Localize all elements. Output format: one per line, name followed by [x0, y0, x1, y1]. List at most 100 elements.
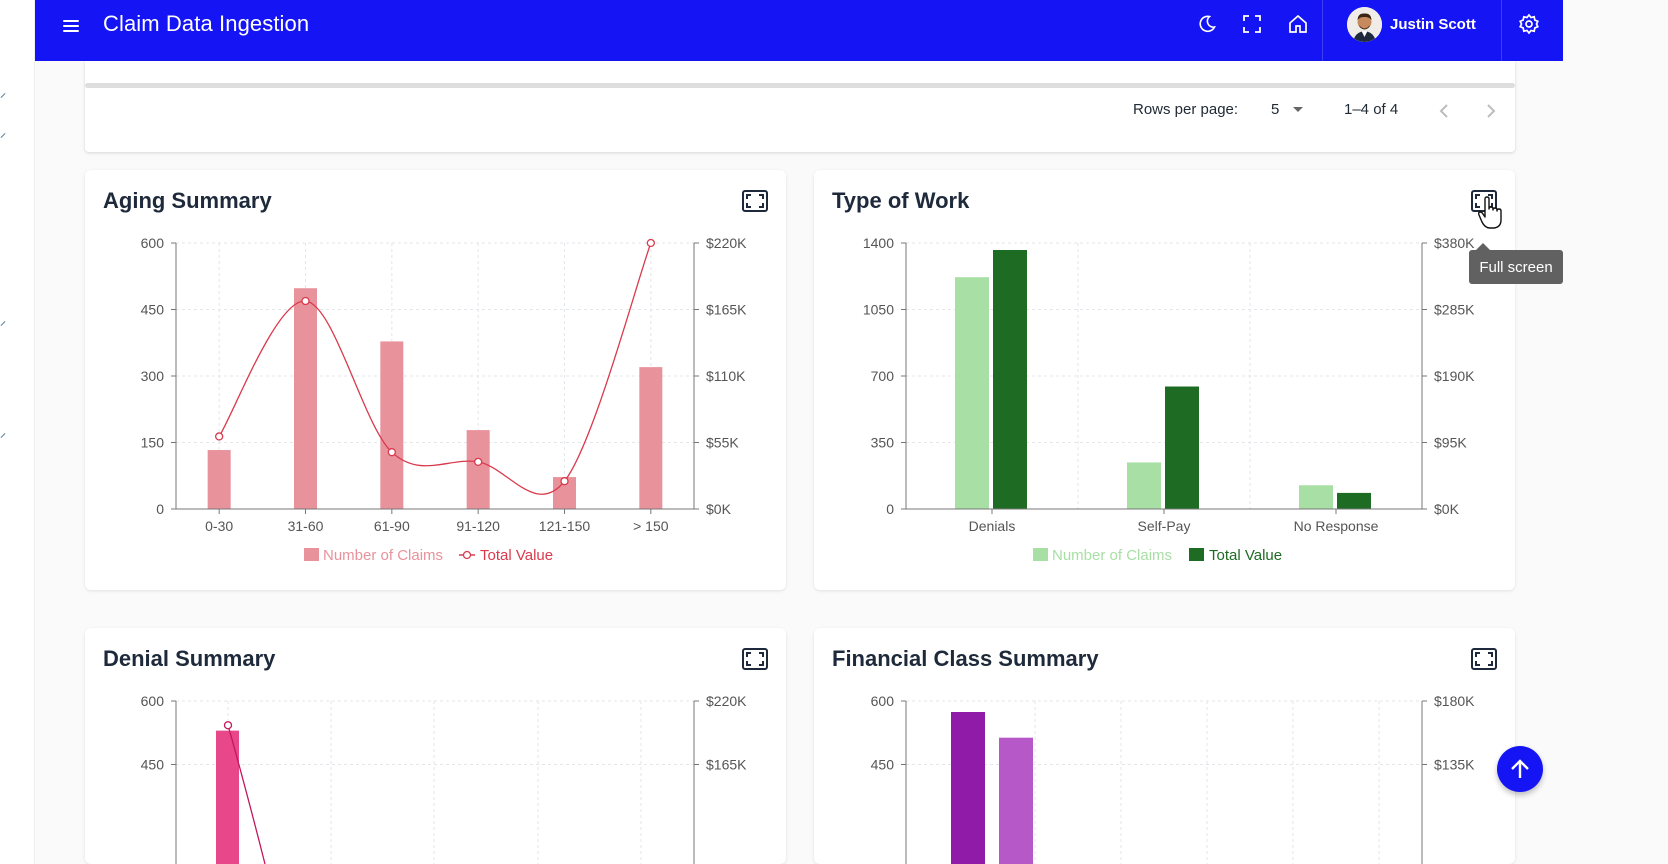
- type-of-work-title: Type of Work: [832, 188, 970, 213]
- x-axis-tick-label: 91-120: [456, 518, 500, 534]
- bar-number-of-claims: [639, 367, 663, 509]
- horizontal-scrollbar[interactable]: [85, 83, 1515, 88]
- bar-total-value: [993, 250, 1027, 509]
- full-screen-tooltip: Full screen: [1469, 250, 1563, 284]
- bar-total-value: [1337, 492, 1371, 509]
- y2-axis-tick-label: $135K: [1434, 757, 1475, 773]
- y2-axis-tick-label: $180K: [1434, 693, 1475, 709]
- y-axis-tick-label: 0: [886, 501, 894, 517]
- point-total-value: [646, 238, 655, 248]
- y2-axis-tick-label: $0K: [1434, 501, 1460, 517]
- y-axis-tick-label: 0: [156, 501, 164, 517]
- y-axis-tick-label: 600: [871, 693, 895, 709]
- claims-table-card: Rows per page: 5 1–4 of 4: [85, 61, 1515, 152]
- gear-icon[interactable]: [1517, 12, 1541, 36]
- y-axis-tick-label: 150: [141, 435, 165, 451]
- tooltip-arrow: [1476, 243, 1490, 250]
- user-name[interactable]: Justin Scott: [1390, 16, 1476, 33]
- x-axis-tick-label: 31-60: [288, 518, 324, 534]
- bar-number-of-claims: [207, 450, 231, 509]
- x-axis-tick-label: No Response: [1294, 518, 1379, 534]
- fullscreen-icon[interactable]: [1471, 190, 1497, 212]
- y2-axis-tick-label: $220K: [706, 693, 747, 709]
- point-total-value: [474, 457, 483, 466]
- fullscreen-icon[interactable]: [1240, 12, 1264, 36]
- fullscreen-icon[interactable]: [742, 648, 768, 670]
- y-axis-tick-label: 450: [141, 302, 165, 318]
- prev-page-icon[interactable]: [1436, 102, 1454, 120]
- scroll-to-top-button[interactable]: [1497, 746, 1543, 792]
- next-page-icon[interactable]: [1481, 102, 1499, 120]
- y-axis-tick-label: 600: [141, 693, 165, 709]
- x-axis-tick-label: 61-90: [374, 518, 410, 534]
- arrow-up-icon: [1511, 759, 1529, 778]
- aging-summary-chart: 0 $0K 150 $55K 300 $110K 450 $165K 600 $220K 0-30 3…: [141, 235, 748, 564]
- bar-number-of-claims: [1299, 485, 1333, 509]
- legend-label-number-of-claims: Number of Claims: [1052, 547, 1172, 564]
- y2-axis-tick-label: $165K: [706, 302, 747, 318]
- y-axis-tick-label: 300: [141, 368, 165, 384]
- divider: [1322, 0, 1323, 61]
- bar-number-of-claims: [466, 430, 490, 509]
- legend-label-total-value: Total Value: [1209, 547, 1282, 564]
- financial-class-summary-title: Financial Class Summary: [832, 646, 1099, 671]
- x-axis-tick-label: 121-150: [539, 518, 591, 534]
- caret-down-icon: [1292, 107, 1303, 113]
- y2-axis-tick-label: $55K: [706, 435, 739, 451]
- legend-label-number-of-claims: Number of Claims: [323, 547, 443, 564]
- fullscreen-icon[interactable]: [1471, 648, 1497, 670]
- type-of-work-chart: 0 $0K 350 $95K 700 $190K 1050 $285K 1400 $380K Den…: [863, 235, 1475, 564]
- bar-number-of-claims: [955, 277, 989, 509]
- rail-tick: [0, 93, 6, 98]
- y2-axis-tick-label: $95K: [1434, 435, 1467, 451]
- left-rail: [0, 0, 35, 864]
- y-axis-tick-label: 700: [871, 368, 895, 384]
- divider: [1501, 0, 1502, 61]
- pagination-range: 1–4 of 4: [1344, 101, 1399, 118]
- app-bar: Claim Data Ingestion Justin Scott: [35, 0, 1563, 61]
- y2-axis-tick-label: $220K: [706, 235, 747, 251]
- app-title: Claim Data Ingestion: [103, 11, 310, 36]
- denial-summary-card: 450 $165K 600 $220K Denial Summary: [85, 628, 786, 864]
- y-axis-tick-label: 600: [141, 235, 165, 251]
- rail-tick: [0, 321, 6, 326]
- rows-per-page-select[interactable]: 5: [1271, 101, 1304, 118]
- y2-axis-tick-label: $0K: [706, 501, 732, 517]
- menu-icon[interactable]: [61, 16, 81, 36]
- y2-axis-tick-label: $190K: [1434, 368, 1475, 384]
- bar-number-of-claims: [216, 730, 239, 864]
- legend-label-total-value: Total Value: [480, 547, 553, 564]
- bar-number-of-claims: [380, 341, 404, 509]
- bar-number-of-claims: [294, 288, 317, 509]
- point-total-value: [223, 721, 233, 730]
- denial-summary-title: Denial Summary: [103, 646, 276, 671]
- legend-swatch-number-of-claims: [1033, 548, 1048, 561]
- bar-series-2: [999, 737, 1033, 864]
- moon-icon[interactable]: [1195, 12, 1219, 36]
- financial-class-summary-card: 450 $135K 600 $180K Financial Class Summary: [814, 628, 1515, 864]
- rows-per-page-value: 5: [1271, 101, 1280, 118]
- fullscreen-icon[interactable]: [742, 190, 768, 212]
- line-total-value: [218, 242, 652, 495]
- hand-cursor-icon: [1477, 196, 1502, 229]
- home-icon[interactable]: [1286, 12, 1310, 36]
- rail-tick: [0, 433, 6, 438]
- y-axis-tick-label: 450: [871, 757, 895, 773]
- x-axis-tick-label: Denials: [969, 518, 1016, 534]
- y-axis-tick-label: 350: [871, 435, 895, 451]
- avatar[interactable]: [1347, 7, 1382, 42]
- legend-swatch-total-value: [1189, 548, 1204, 561]
- line-total-value: [227, 725, 266, 864]
- rail-tick: [0, 133, 6, 138]
- y2-axis-tick-label: $285K: [1434, 302, 1475, 318]
- legend-swatch-number-of-claims: [304, 548, 319, 561]
- financial-class-summary-chart: 450 $135K 600 $180K: [871, 693, 1475, 864]
- y2-axis-tick-label: $380K: [1434, 235, 1475, 251]
- point-total-value: [560, 477, 569, 486]
- point-total-value: [387, 448, 396, 457]
- y-axis-tick-label: 1050: [863, 302, 894, 318]
- y2-axis-tick-label: $110K: [706, 368, 746, 384]
- aging-summary-title: Aging Summary: [103, 188, 272, 213]
- type-of-work-card: 0 $0K 350 $95K 700 $190K 1050 $285K 1400 $380K Den…: [814, 170, 1515, 590]
- x-axis-tick-label: 0-30: [205, 518, 233, 534]
